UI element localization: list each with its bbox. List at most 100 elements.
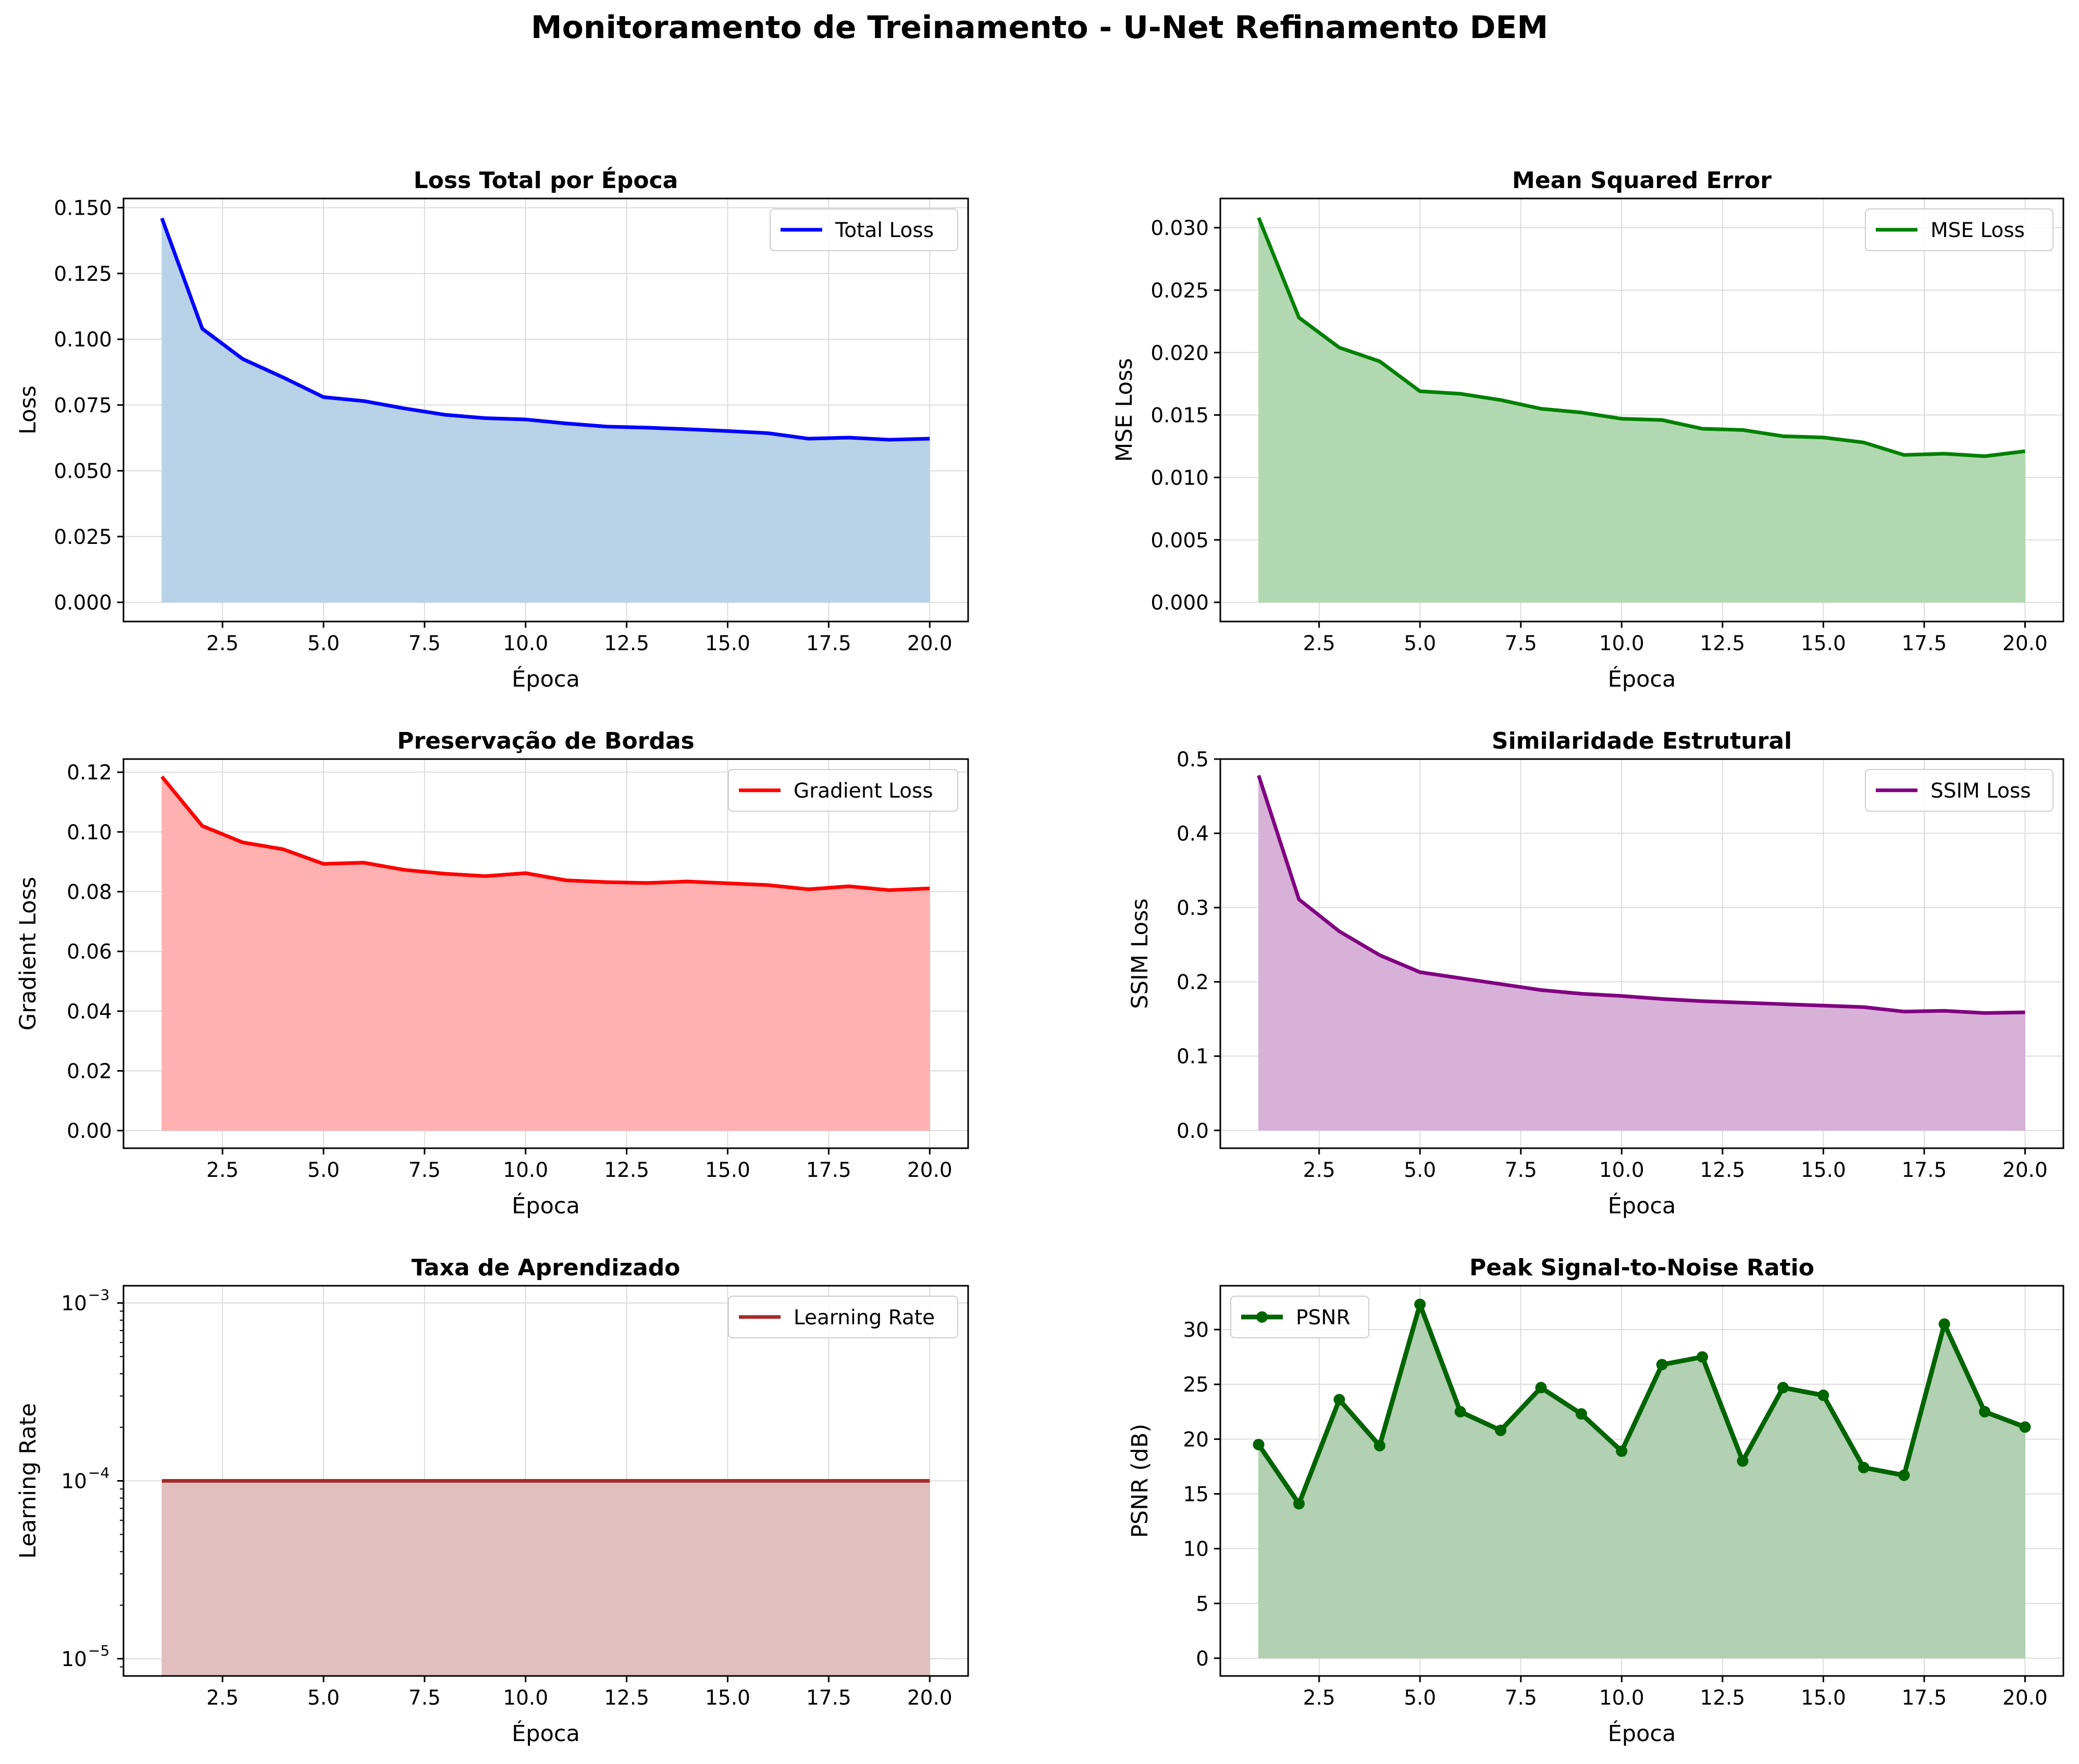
- area-fill: [162, 1481, 930, 1676]
- chart-title: Mean Squared Error: [1512, 167, 1772, 194]
- x-tick-label: 20.0: [907, 632, 952, 655]
- legend-box: [728, 769, 958, 812]
- data-point: [1373, 1440, 1385, 1452]
- legend-box: [1230, 1296, 1369, 1338]
- x-tick-label: 5.0: [307, 1686, 340, 1710]
- legend-label: MSE Loss: [1930, 219, 2025, 242]
- x-tick-label: 5.0: [307, 632, 340, 655]
- x-tick-label: 10.0: [503, 1686, 548, 1710]
- x-tick-label: 7.5: [409, 1686, 441, 1710]
- y-tick-label: 10: [1183, 1538, 1209, 1561]
- y-tick-label: 0.000: [54, 591, 112, 615]
- x-tick-label: 17.5: [1901, 1686, 1947, 1710]
- area-fill: [1258, 1303, 2025, 1659]
- y-tick-label: 30: [1183, 1319, 1209, 1342]
- x-tick-label: 7.5: [1505, 632, 1537, 655]
- x-tick-label: 7.5: [1505, 1686, 1537, 1710]
- chart-gradient: 2.5 5.0 7.5 10.0 12.5 15.0 17.5 20.0 0.00 0.02 0.0…: [15, 728, 969, 1219]
- x-tick-label: 2.5: [1303, 632, 1335, 655]
- x-tick-label: 20.0: [2002, 1159, 2048, 1182]
- data-point: [1898, 1469, 1910, 1481]
- x-tick-label: 2.5: [206, 1159, 239, 1182]
- y-tick-label: 0.000: [1150, 591, 1209, 615]
- chart-mse: 2.5 5.0 7.5 10.0 12.5 15.0 17.5 20.0 0.000 0.005 0…: [1111, 167, 2064, 692]
- x-tick-label: 12.5: [1700, 1159, 1745, 1182]
- x-tick-label: 10.0: [1599, 1686, 1644, 1710]
- y-tick-label: 10: [61, 1292, 87, 1315]
- y-tick-exponent: −4: [88, 1464, 109, 1482]
- y-tick-label: 0: [1196, 1647, 1209, 1671]
- x-tick-label: 17.5: [1901, 1159, 1947, 1182]
- y-tick-label: 0.030: [1150, 217, 1209, 240]
- chart-ssim: 2.5 5.0 7.5 10.0 12.5 15.0 17.5 20.0 0.0 0.1 0.2 0.…: [1127, 728, 2064, 1219]
- x-tick-label: 20.0: [2002, 632, 2048, 655]
- legend-label: Gradient Loss: [794, 779, 933, 803]
- legend-marker: [1256, 1311, 1268, 1323]
- x-axis-label: Época: [512, 666, 580, 692]
- series-line: [1257, 775, 2025, 1015]
- y-tick-label: 0.025: [54, 526, 112, 549]
- x-tick-label: 10.0: [503, 632, 548, 655]
- data-point: [1414, 1298, 1426, 1310]
- data-point: [1293, 1498, 1305, 1510]
- x-tick-label: 7.5: [1505, 1159, 1537, 1182]
- y-tick-exponent: −3: [88, 1286, 109, 1303]
- figure-title: Monitoramento de Treinamento - U-Net Ref…: [530, 9, 1549, 46]
- x-tick-label: 12.5: [604, 1686, 649, 1710]
- x-axis-label: Época: [1608, 666, 1676, 692]
- x-tick-label: 20.0: [2002, 1686, 2048, 1710]
- series-line: [1256, 1302, 2026, 1506]
- y-tick-label: 20: [1183, 1428, 1209, 1451]
- x-tick-label: 7.5: [409, 1159, 441, 1182]
- legend-label: PSNR: [1296, 1306, 1351, 1330]
- data-point: [1253, 1438, 1265, 1450]
- y-tick-label: 0.02: [67, 1060, 112, 1084]
- axes-frame: [122, 197, 969, 623]
- y-axis-label: PSNR (dB): [1127, 1424, 1153, 1538]
- legend-label: Learning Rate: [794, 1306, 935, 1330]
- x-axis-label: Época: [1608, 1720, 1676, 1747]
- data-point: [1333, 1394, 1345, 1406]
- y-tick-label: 0.04: [67, 1000, 112, 1024]
- x-axis-label: Época: [512, 1720, 580, 1747]
- x-tick-label: 5.0: [1404, 1686, 1436, 1710]
- x-tick-label: 20.0: [907, 1686, 952, 1710]
- y-tick-label: 0.1: [1177, 1045, 1209, 1069]
- x-tick-label: 10.0: [1599, 1159, 1644, 1182]
- x-tick-label: 7.5: [409, 632, 441, 655]
- y-axis-label: Learning Rate: [15, 1403, 41, 1559]
- area-fill: [162, 776, 930, 1131]
- y-axis-label: Loss: [15, 386, 41, 434]
- data-point: [2019, 1421, 2031, 1433]
- legend-label: Total Loss: [835, 219, 934, 242]
- x-tick-label: 15.0: [1801, 632, 1846, 655]
- x-tick-label: 10.0: [1599, 632, 1644, 655]
- legend-box: [728, 1296, 958, 1338]
- chart-title: Taxa de Aprendizado: [411, 1254, 680, 1281]
- axes-frame: [122, 758, 969, 1149]
- data-point: [1737, 1455, 1749, 1467]
- x-tick-label: 17.5: [1901, 632, 1947, 655]
- x-axis-label: Época: [512, 1192, 580, 1219]
- y-tick-label: 25: [1183, 1373, 1209, 1397]
- y-tick-label: 0.100: [54, 328, 112, 352]
- x-axis-label: Época: [1608, 1192, 1676, 1219]
- data-point: [1495, 1424, 1507, 1436]
- y-tick-label: 0.00: [67, 1120, 112, 1143]
- data-point: [1858, 1462, 1870, 1474]
- chart-title: Similaridade Estrutural: [1492, 728, 1792, 754]
- data-point: [1616, 1445, 1628, 1457]
- chart-total: 2.5 5.0 7.5 10.0 12.5 15.0 17.5 20.0 0.000 0.025 0…: [15, 166, 969, 692]
- axes-frame: [1219, 758, 2064, 1149]
- data-point: [1656, 1359, 1668, 1371]
- y-axis-label: MSE Loss: [1111, 358, 1137, 462]
- chart-lr: 2.5 5.0 7.5 10.0 12.5 15.0 17.5 20.010 −510 −410−…: [15, 1254, 969, 1747]
- y-tick-label: 0.015: [1150, 404, 1209, 428]
- chart-title: Loss Total por Época: [414, 166, 678, 194]
- y-tick-label: 0.075: [54, 394, 112, 417]
- x-tick-label: 2.5: [206, 1686, 239, 1710]
- y-tick-label: 10: [61, 1470, 87, 1494]
- y-tick-label: 0.0: [1177, 1120, 1209, 1143]
- y-axis-label: Gradient Loss: [15, 877, 41, 1030]
- data-point: [1535, 1382, 1547, 1394]
